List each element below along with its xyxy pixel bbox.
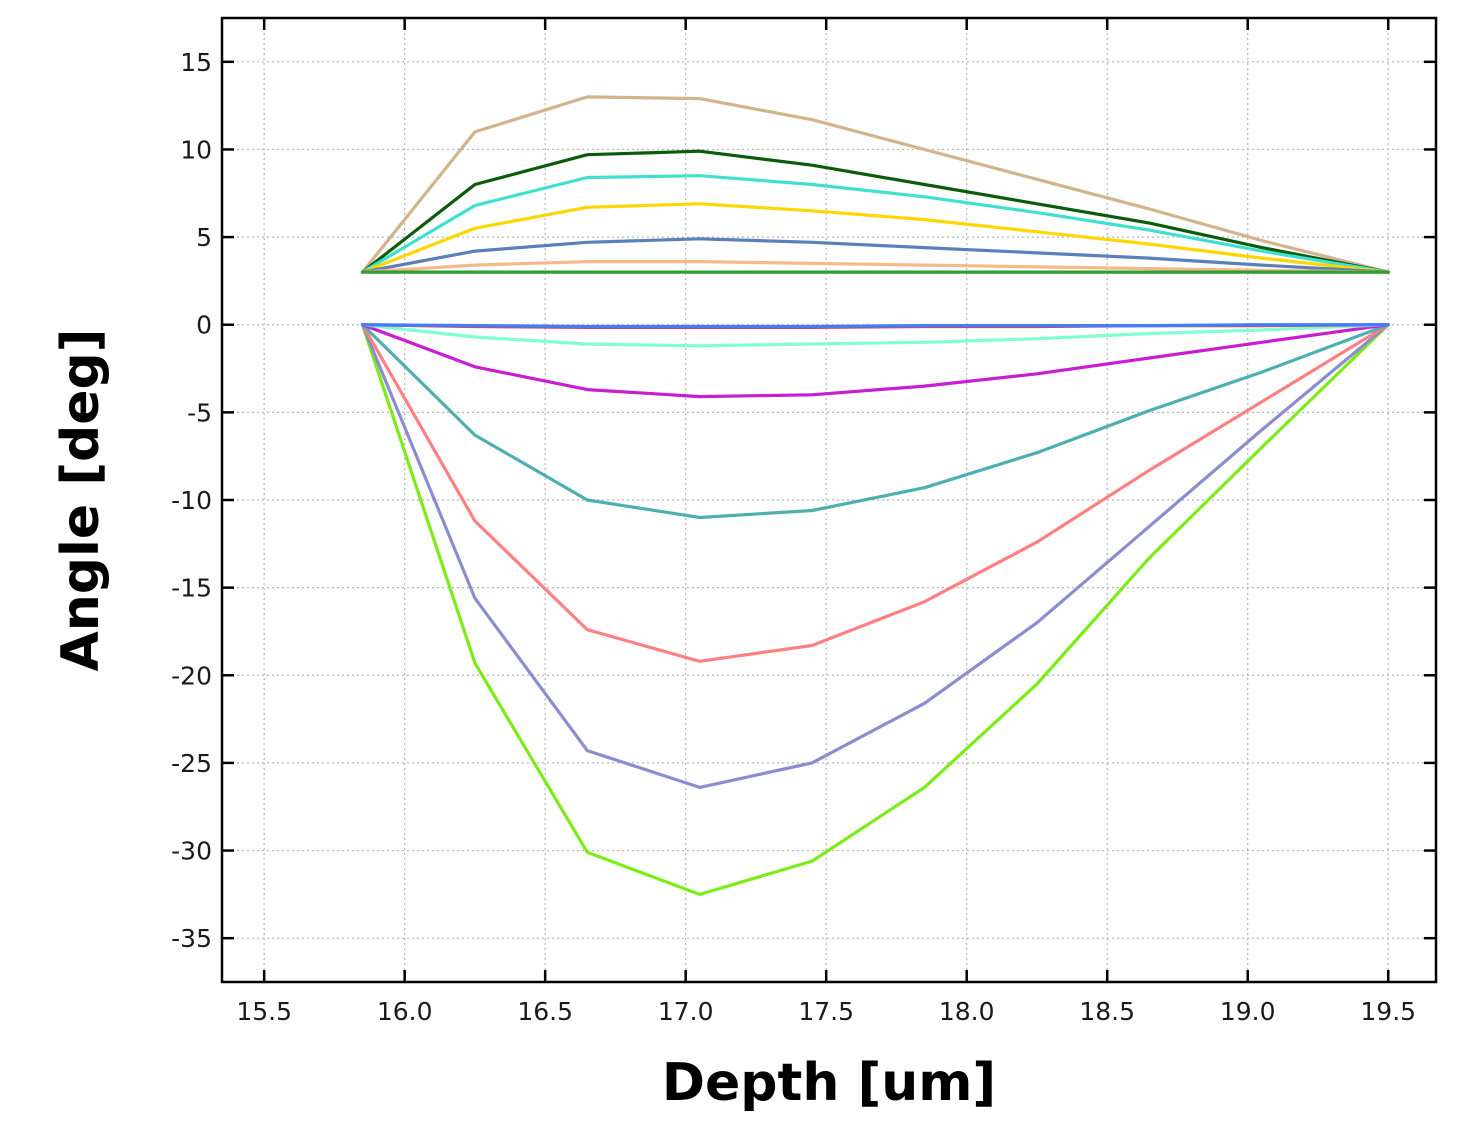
data-series [360, 95, 1390, 897]
series-line-upper-peach [360, 260, 1390, 274]
x-tick-label: 16.0 [377, 997, 433, 1026]
x-tick-labels: 15.5 16.0 16.5 17.0 17.5 18.0 18.5 19.0 19.5 [236, 997, 1416, 1026]
x-tick-label: 16.5 [517, 997, 573, 1026]
series-line-upper-gold [360, 202, 1390, 274]
y-tick-label: 10 [180, 135, 212, 164]
y-tick-labels: 15 10 5 0 -5 -10 -15 -20 -25 -30 -35 [171, 48, 212, 953]
y-tick-label: -25 [171, 749, 212, 778]
y-tick-label: 5 [196, 223, 212, 252]
x-tick-label: 17.5 [798, 997, 854, 1026]
series-line-upper-darkgreen [360, 149, 1390, 274]
y-tick-label: -35 [171, 924, 212, 953]
x-tick-label: 18.0 [939, 997, 995, 1026]
series-line-lower-blue [360, 323, 1390, 329]
x-tick-label: 15.5 [236, 997, 292, 1026]
grid-lines [222, 18, 1436, 982]
y-tick-label: -20 [171, 661, 212, 690]
series-line-lower-salmon [360, 323, 1390, 663]
series-line-upper-tan [360, 95, 1390, 274]
x-tick-label: 18.5 [1079, 997, 1135, 1026]
axis-ticks [222, 18, 1436, 982]
series-line-lower-slateblue [360, 323, 1390, 790]
y-tick-label: -5 [187, 398, 212, 427]
series-line-upper-turquoise [360, 174, 1390, 274]
series-line-lower-aquamarine [360, 323, 1390, 348]
y-tick-label: 0 [196, 311, 212, 340]
y-axis-title: Angle [deg] [51, 329, 111, 672]
y-tick-label: -15 [171, 574, 212, 603]
x-tick-label: 19.5 [1360, 997, 1416, 1026]
x-axis-title: Depth [um] [662, 1053, 996, 1113]
y-tick-label: -30 [171, 837, 212, 866]
y-tick-label: -10 [171, 486, 212, 515]
x-tick-label: 17.0 [658, 997, 714, 1026]
series-line-lower-cadet [360, 323, 1390, 520]
series-line-upper-steelblue [360, 237, 1390, 274]
y-tick-label: 15 [180, 48, 212, 77]
series-line-lower-lime [360, 323, 1390, 897]
x-tick-label: 19.0 [1220, 997, 1276, 1026]
series-line-lower-magenta [360, 323, 1390, 399]
